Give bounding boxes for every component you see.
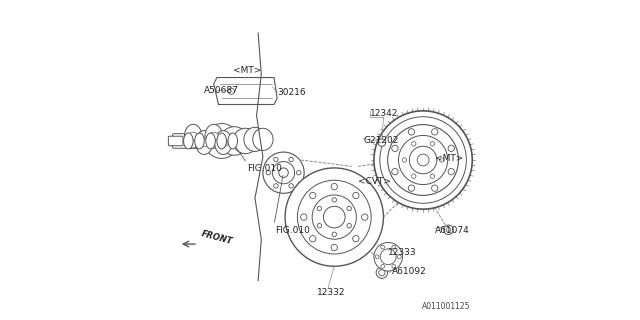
- Circle shape: [312, 195, 356, 239]
- Text: <MT>: <MT>: [435, 154, 463, 163]
- Circle shape: [446, 228, 451, 232]
- Circle shape: [380, 249, 396, 265]
- Ellipse shape: [228, 133, 237, 149]
- Circle shape: [392, 145, 398, 151]
- Circle shape: [285, 168, 383, 266]
- Text: FRONT: FRONT: [200, 229, 234, 246]
- Circle shape: [331, 183, 337, 190]
- Circle shape: [298, 180, 371, 254]
- Ellipse shape: [195, 133, 204, 149]
- Circle shape: [399, 135, 448, 185]
- Circle shape: [301, 214, 307, 220]
- Circle shape: [417, 154, 429, 166]
- Ellipse shape: [218, 139, 228, 147]
- Circle shape: [448, 145, 454, 151]
- Circle shape: [392, 264, 396, 268]
- Circle shape: [274, 157, 278, 162]
- Circle shape: [381, 245, 385, 249]
- Circle shape: [362, 214, 368, 220]
- Text: A50687: A50687: [204, 86, 239, 95]
- Text: <CVT>: <CVT>: [358, 177, 391, 186]
- Text: 12342: 12342: [370, 108, 399, 117]
- Text: G21202: G21202: [364, 136, 399, 145]
- Ellipse shape: [253, 128, 273, 150]
- Circle shape: [310, 192, 316, 199]
- Circle shape: [388, 124, 458, 196]
- Circle shape: [412, 141, 416, 146]
- Circle shape: [379, 269, 385, 276]
- Text: FIG.010: FIG.010: [247, 164, 282, 173]
- Circle shape: [402, 158, 406, 162]
- Ellipse shape: [204, 124, 239, 158]
- Text: A011001125: A011001125: [422, 302, 470, 311]
- Circle shape: [289, 184, 293, 188]
- Text: A61092: A61092: [392, 267, 427, 276]
- Circle shape: [376, 267, 388, 278]
- Circle shape: [279, 168, 288, 178]
- Circle shape: [431, 129, 438, 135]
- Circle shape: [353, 192, 359, 199]
- Circle shape: [392, 245, 396, 249]
- Circle shape: [274, 184, 278, 188]
- Circle shape: [431, 185, 438, 191]
- Ellipse shape: [206, 133, 215, 149]
- FancyBboxPatch shape: [173, 134, 243, 148]
- Circle shape: [381, 264, 385, 268]
- Ellipse shape: [184, 124, 202, 148]
- Circle shape: [374, 111, 472, 209]
- Circle shape: [410, 146, 437, 174]
- Text: 12333: 12333: [388, 248, 417, 257]
- Ellipse shape: [209, 132, 218, 140]
- Circle shape: [408, 129, 415, 135]
- Circle shape: [392, 169, 398, 175]
- Circle shape: [397, 255, 401, 259]
- Ellipse shape: [244, 127, 266, 151]
- Circle shape: [317, 223, 321, 228]
- Text: A61074: A61074: [435, 226, 470, 235]
- Circle shape: [266, 171, 271, 175]
- Polygon shape: [214, 77, 277, 105]
- Circle shape: [289, 157, 293, 162]
- Ellipse shape: [214, 131, 232, 155]
- Circle shape: [353, 236, 359, 242]
- Circle shape: [374, 243, 403, 271]
- Text: 30216: 30216: [277, 88, 306, 97]
- Circle shape: [430, 174, 435, 179]
- Ellipse shape: [200, 139, 209, 147]
- Text: FIG.010: FIG.010: [276, 226, 310, 235]
- Circle shape: [347, 223, 351, 228]
- Circle shape: [332, 198, 337, 202]
- Circle shape: [332, 232, 337, 236]
- Circle shape: [440, 158, 444, 162]
- Ellipse shape: [184, 133, 193, 149]
- Circle shape: [347, 206, 351, 211]
- Circle shape: [310, 236, 316, 242]
- Circle shape: [378, 139, 386, 146]
- Circle shape: [263, 152, 304, 193]
- Circle shape: [375, 255, 379, 259]
- Circle shape: [331, 244, 337, 251]
- Circle shape: [317, 206, 321, 211]
- Text: <MT>: <MT>: [233, 66, 261, 75]
- Ellipse shape: [195, 131, 213, 155]
- Text: 12332: 12332: [317, 288, 346, 297]
- Circle shape: [448, 169, 454, 175]
- Circle shape: [228, 88, 234, 94]
- Ellipse shape: [220, 127, 248, 155]
- Circle shape: [380, 117, 467, 203]
- Ellipse shape: [217, 133, 227, 149]
- Circle shape: [412, 174, 416, 179]
- Ellipse shape: [188, 132, 198, 140]
- Ellipse shape: [205, 124, 223, 148]
- Circle shape: [444, 225, 453, 235]
- Circle shape: [408, 185, 415, 191]
- Circle shape: [430, 141, 435, 146]
- FancyBboxPatch shape: [168, 136, 183, 146]
- Circle shape: [296, 171, 301, 175]
- Circle shape: [323, 206, 345, 228]
- Circle shape: [273, 162, 294, 184]
- Ellipse shape: [233, 128, 258, 154]
